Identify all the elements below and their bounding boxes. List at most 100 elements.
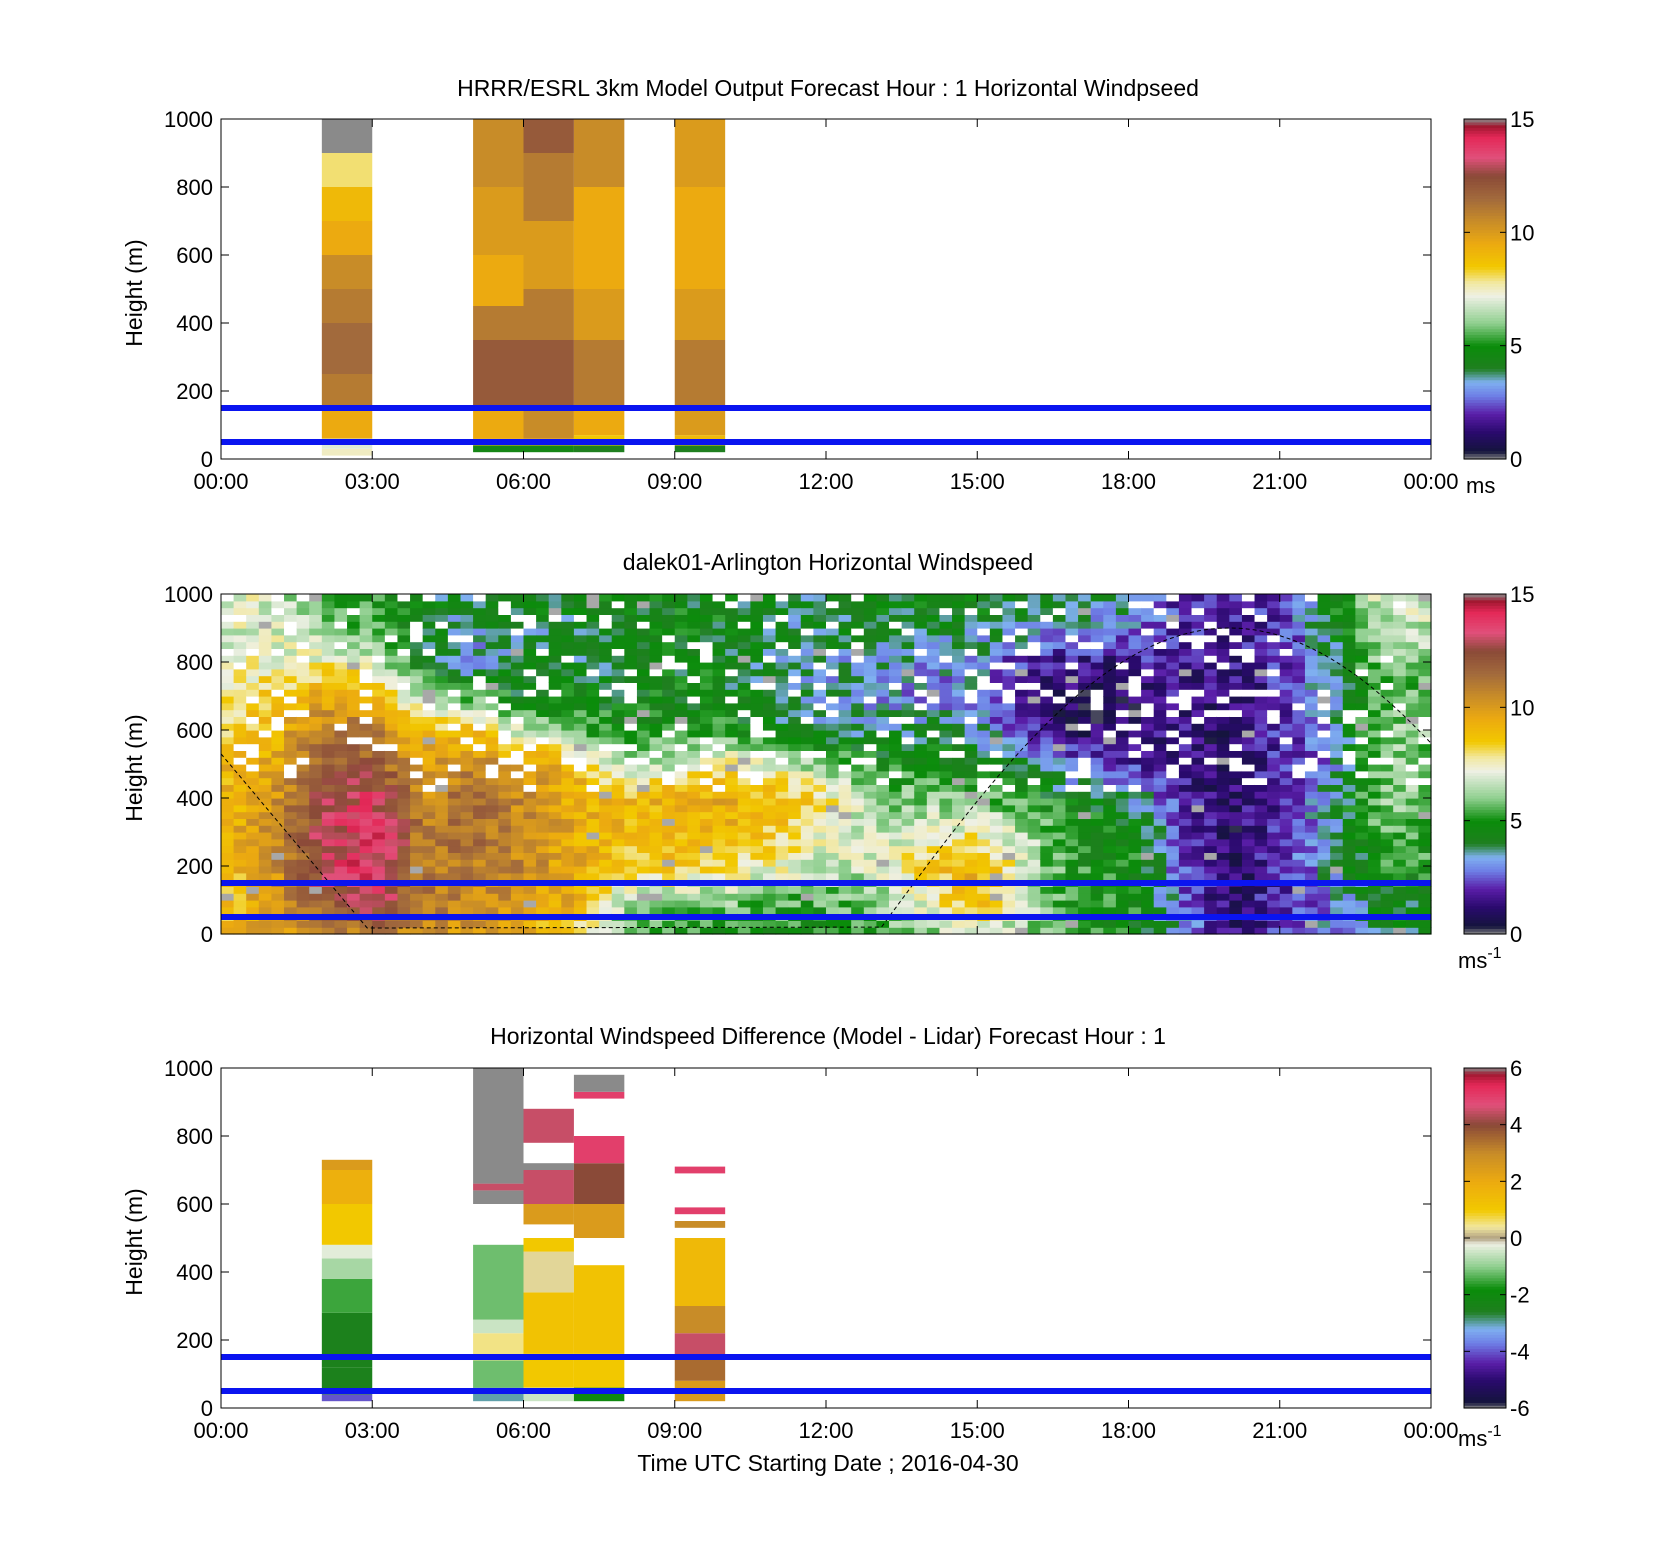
heatmap-cell	[422, 662, 436, 670]
heatmap-cell	[725, 845, 739, 853]
heatmap-cell	[1405, 927, 1419, 935]
heatmap-cell	[1380, 696, 1394, 704]
heatmap-cell	[699, 628, 714, 636]
heatmap-cell	[1191, 798, 1205, 806]
heatmap-cell	[876, 614, 890, 622]
heatmap-cell	[800, 852, 814, 860]
heatmap-cell	[649, 723, 663, 731]
heatmap-cell	[649, 709, 663, 717]
heatmap-cell	[863, 872, 878, 881]
heatmap-cell	[1380, 838, 1394, 847]
heatmap-cell	[586, 607, 600, 615]
heatmap-cell	[964, 689, 978, 697]
heatmap-cell	[636, 675, 651, 683]
heatmap-cell	[510, 634, 525, 643]
heatmap-cell	[1141, 702, 1155, 711]
heatmap-cell	[435, 893, 449, 901]
heatmap-cell	[498, 893, 512, 901]
heatmap-cell	[775, 730, 789, 738]
heatmap-cell	[473, 607, 487, 615]
heatmap-cell	[447, 811, 462, 819]
heatmap-cell	[800, 832, 814, 840]
heatmap-cell	[1405, 900, 1419, 908]
heatmap-cell	[573, 757, 588, 765]
heatmap-cell	[775, 594, 789, 602]
heatmap-cell	[1405, 852, 1419, 860]
heatmap-cell	[460, 784, 474, 792]
heatmap-cell	[586, 648, 600, 656]
heatmap-cell	[573, 906, 588, 915]
heatmap-cell	[750, 906, 764, 915]
heatmap-cell	[750, 900, 764, 908]
heatmap-cell	[498, 900, 512, 908]
heatmap-cell	[296, 662, 310, 670]
heatmap-cell	[1090, 784, 1104, 792]
heatmap-cell	[662, 784, 676, 792]
heatmap-cell	[447, 838, 462, 847]
heatmap-cell	[1204, 743, 1218, 751]
heatmap-cell	[1153, 764, 1167, 772]
heatmap-cell	[687, 886, 701, 894]
heatmap-cell	[1380, 764, 1394, 772]
heatmap-cell	[788, 702, 802, 711]
heatmap-cell	[964, 655, 978, 663]
heatmap-cell	[485, 872, 499, 881]
heatmap-cell	[359, 689, 373, 697]
heatmap-cell	[258, 696, 273, 704]
heatmap-cell	[712, 648, 726, 656]
heatmap-cell	[1128, 872, 1142, 881]
heatmap-cell	[1367, 777, 1382, 785]
heatmap-cell	[233, 784, 247, 792]
heatmap-cell	[460, 600, 474, 609]
heatmap-cell	[447, 893, 462, 901]
heatmap-cell	[1355, 920, 1369, 928]
heatmap-cell	[826, 757, 840, 765]
heatmap-cell	[321, 900, 336, 908]
heatmap-cell	[712, 696, 726, 704]
heatmap-cell	[1367, 628, 1382, 636]
heatmap-cell	[599, 675, 613, 683]
heatmap-cell	[1254, 716, 1268, 724]
heatmap-cell	[611, 900, 625, 908]
heatmap-cell	[296, 818, 310, 826]
heatmap-cell	[258, 784, 273, 792]
heatmap-cell	[624, 900, 638, 908]
heatmap-cell	[573, 634, 588, 643]
heatmap-cell	[296, 743, 310, 751]
heatmap-cell	[901, 743, 915, 751]
heatmap-cell	[1015, 838, 1029, 847]
heatmap-cell	[636, 764, 651, 772]
heatmap-cell	[1103, 832, 1117, 840]
heatmap-cell	[813, 621, 827, 629]
heatmap-cell	[246, 682, 260, 690]
heatmap-cell	[309, 784, 323, 792]
heatmap-cell	[1052, 594, 1067, 602]
heatmap-cell	[422, 825, 436, 833]
heatmap-cell	[649, 811, 663, 819]
heatmap-cell	[901, 628, 915, 636]
heatmap-cell	[762, 634, 777, 643]
heatmap-cell	[687, 723, 701, 731]
heatmap-cell	[410, 920, 424, 928]
heatmap-cell	[1405, 798, 1419, 806]
heatmap-cell	[1330, 634, 1344, 643]
heatmap-cell	[762, 668, 777, 677]
heatmap-cell	[586, 675, 600, 683]
heatmap-cell	[1204, 621, 1218, 629]
colorbar-segment	[1464, 175, 1506, 180]
heatmap-cell	[800, 682, 814, 690]
heatmap-cell	[636, 900, 651, 908]
heatmap-cell	[977, 859, 991, 867]
colorbar-segment	[1464, 399, 1506, 403]
heatmap-cell	[473, 906, 487, 915]
heatmap-cell	[1292, 594, 1306, 602]
heatmap-cell	[359, 811, 373, 819]
heatmap-cell	[1115, 641, 1130, 649]
heatmap-cell	[699, 709, 714, 717]
heatmap-cell	[674, 804, 688, 813]
heatmap-cell	[775, 648, 789, 656]
heatmap-cell	[1141, 634, 1155, 643]
heatmap-cell	[977, 648, 991, 656]
heatmap-cell	[1191, 689, 1205, 697]
heatmap-cell	[1254, 804, 1268, 813]
